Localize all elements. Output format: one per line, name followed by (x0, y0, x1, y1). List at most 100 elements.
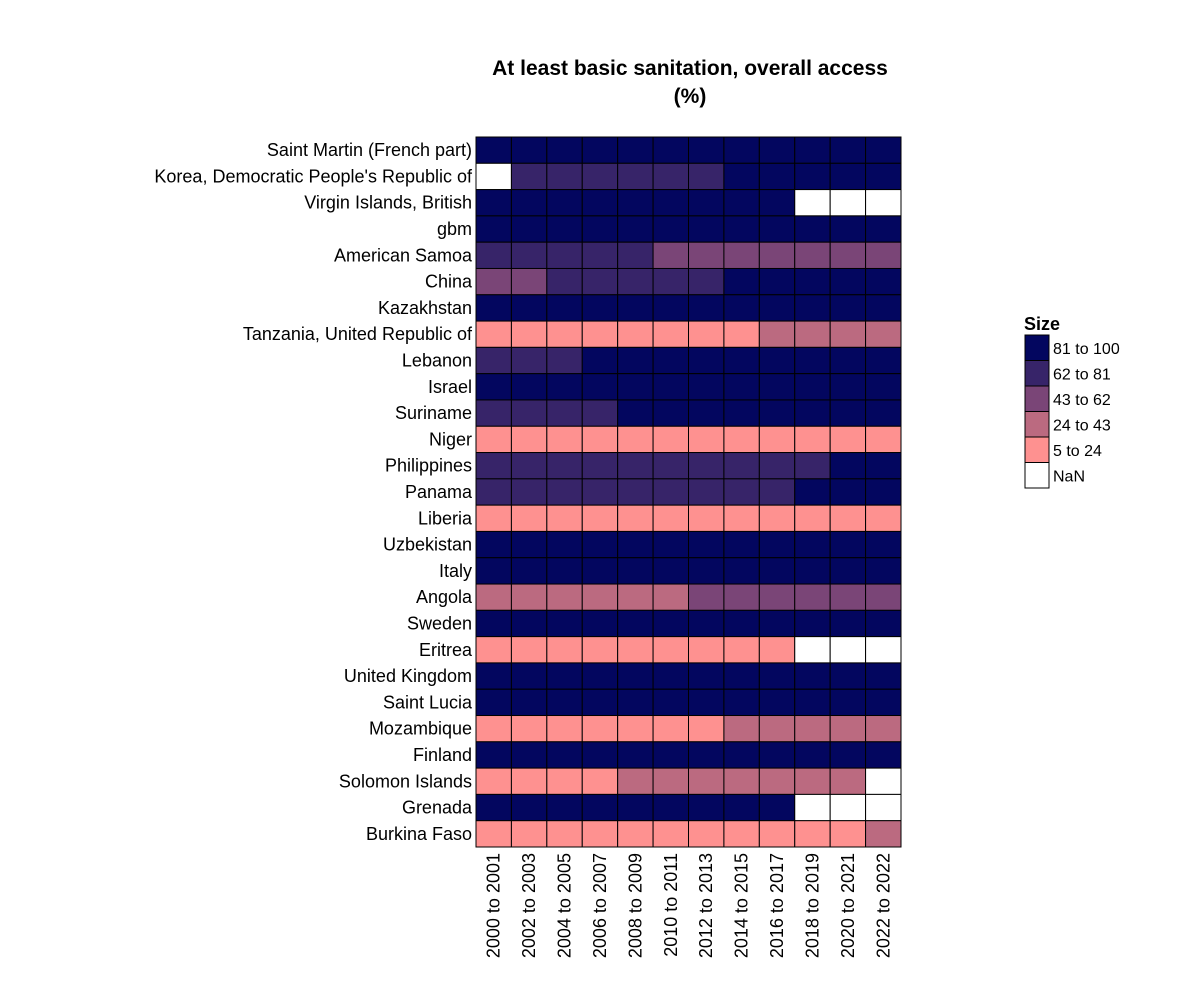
heatmap-cell (794, 162, 831, 191)
heatmap-cell (510, 294, 548, 322)
legend-swatch (1024, 385, 1050, 412)
heatmap-cell (723, 767, 760, 795)
heatmap-cell (865, 662, 902, 690)
heatmap-cell (758, 267, 796, 296)
heatmap-cell (617, 373, 654, 401)
heatmap-cell (652, 452, 689, 480)
heatmap-cell (617, 136, 654, 164)
heatmap-cell (475, 267, 512, 296)
heatmap-cell (829, 741, 867, 769)
legend-swatch (1024, 360, 1050, 387)
heatmap-cell (758, 609, 796, 638)
heatmap-cell (688, 557, 725, 585)
heatmap-cell (510, 662, 548, 690)
legend-label: 81 to 100 (1053, 341, 1120, 358)
heatmap-cell (581, 267, 619, 296)
heatmap-cell (617, 662, 654, 690)
heatmap-cell (865, 715, 902, 743)
heatmap-cell (546, 793, 583, 822)
column-label: 2018 to 2019 (802, 853, 822, 958)
heatmap-cell (688, 688, 725, 717)
heatmap-cell (546, 662, 583, 690)
heatmap-cell (723, 373, 760, 401)
column-label: 2012 to 2013 (696, 853, 716, 958)
heatmap-cell (510, 504, 548, 532)
heatmap-cell (475, 478, 512, 506)
heatmap-cell (546, 189, 583, 217)
legend-swatch (1024, 436, 1050, 463)
heatmap-cell (723, 557, 760, 585)
heatmap-cell (652, 294, 689, 322)
heatmap-cell (652, 767, 689, 795)
heatmap-cell (758, 189, 796, 217)
heatmap-cell (475, 136, 512, 164)
heatmap-cell (758, 820, 796, 848)
heatmap-cell (546, 636, 583, 664)
heatmap-cell (758, 294, 796, 322)
heatmap-cell (510, 215, 548, 243)
heatmap-cell (510, 767, 548, 795)
column-label: 2004 to 2005 (555, 853, 575, 958)
row-label: Italy (439, 561, 472, 581)
row-label: Kazakhstan (378, 298, 472, 318)
row-label: Eritrea (419, 640, 473, 660)
heatmap-cell (510, 373, 548, 401)
heatmap-cell (510, 136, 548, 164)
heatmap-cell (758, 162, 796, 191)
heatmap-cell (723, 688, 760, 717)
column-label: 2022 to 2022 (873, 853, 893, 958)
heatmap-cell (794, 820, 831, 848)
row-label: Niger (429, 429, 472, 449)
heatmap-cell (758, 136, 796, 164)
heatmap-cell (581, 189, 619, 217)
row-label: Suriname (395, 403, 472, 423)
heatmap-cell (829, 793, 867, 822)
row-label: Virgin Islands, British (304, 193, 472, 213)
heatmap-cell (865, 215, 902, 243)
heatmap-cell (688, 294, 725, 322)
heatmap-cell (688, 820, 725, 848)
heatmap-cell (546, 609, 583, 638)
heatmap-cell (829, 373, 867, 401)
heatmap-cell (758, 504, 796, 532)
heatmap-cell (865, 636, 902, 664)
heatmap-cell (829, 557, 867, 585)
heatmap-cell (475, 452, 512, 480)
heatmap-cell (794, 452, 831, 480)
heatmap-cell (652, 583, 689, 611)
heatmap-cell (475, 241, 512, 269)
heatmap-cell (688, 715, 725, 743)
heatmap-cell (475, 767, 512, 795)
heatmap-cell (475, 162, 512, 191)
heatmap-cell (758, 557, 796, 585)
heatmap-cell (865, 136, 902, 164)
column-label: 2006 to 2007 (590, 853, 610, 958)
heatmap-cell (581, 820, 619, 848)
heatmap-cells (475, 136, 902, 848)
heatmap-cell (865, 373, 902, 401)
heatmap-cell (688, 373, 725, 401)
heatmap-cell (794, 294, 831, 322)
heatmap-cell (475, 688, 512, 717)
chart-title-line-2: (%) (674, 85, 707, 108)
heatmap-cell (865, 583, 902, 611)
heatmap-cell (723, 662, 760, 690)
heatmap-cell (652, 136, 689, 164)
column-label: 2002 to 2003 (519, 853, 539, 958)
heatmap-cell (617, 478, 654, 506)
heatmap-cell (723, 583, 760, 611)
heatmap-cell (546, 373, 583, 401)
heatmap-cell (510, 530, 548, 559)
heatmap-cell (865, 399, 902, 427)
heatmap-cell (688, 241, 725, 269)
heatmap-cell (546, 530, 583, 559)
heatmap-cell (794, 767, 831, 795)
heatmap-cell (758, 215, 796, 243)
heatmap-cell (652, 715, 689, 743)
heatmap-cell (865, 267, 902, 296)
heatmap-cell (688, 162, 725, 191)
heatmap-cell (794, 320, 831, 348)
heatmap-cell (865, 425, 902, 454)
heatmap-cell (475, 820, 512, 848)
